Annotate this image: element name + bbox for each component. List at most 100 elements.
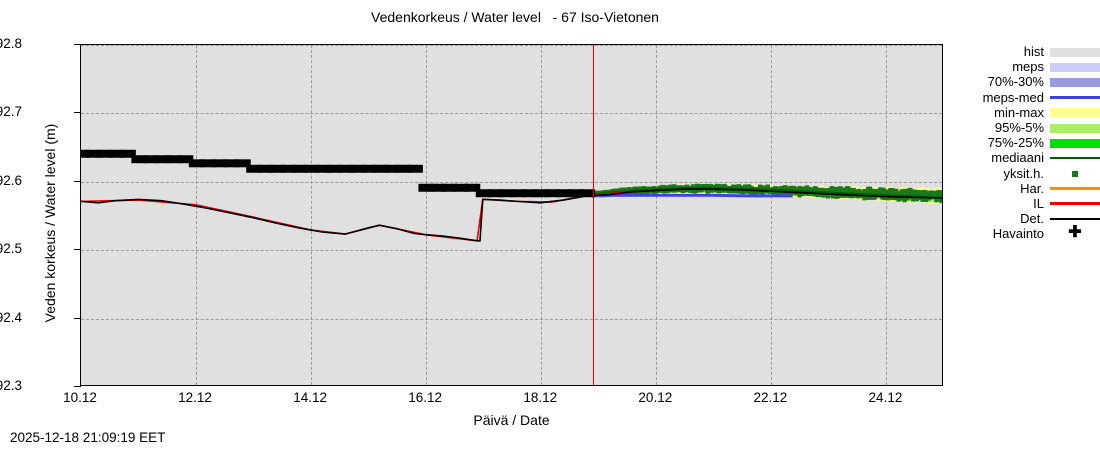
legend-label: mediaani [991,150,1044,166]
x-tick-label: 24.12 [868,390,903,405]
legend-swatch-band [1050,61,1100,73]
grid-line-vertical [541,45,543,385]
legend-label: meps-med [982,89,1044,105]
y-tick-mark [74,249,81,251]
ensemble-member-marker [695,183,700,189]
ensemble-member-marker [627,187,632,192]
legend-item[interactable]: 95%-5% [950,120,1100,135]
ensemble-member-marker [908,189,913,195]
ensemble-member-marker [882,189,887,195]
ensemble-member-marker [659,185,665,190]
ensemble-member-marker [896,191,901,197]
y-tick-label: 92.5 [0,241,22,257]
legend-swatch-band [1050,137,1100,149]
legend-swatch-line [1050,182,1100,194]
ensemble-member-marker [887,190,892,195]
ensemble-member-marker [829,189,835,194]
ensemble-member-marker [754,190,760,195]
grid-line-horizontal [81,318,942,320]
grid-line-vertical [311,45,313,385]
ensemble-member-marker [933,192,938,197]
ensemble-member-marker [734,188,740,194]
ensemble-member-marker [634,186,640,192]
legend-item[interactable]: 75%-25% [950,135,1100,150]
ensemble-member-marker [939,192,942,197]
ensemble-member-marker [833,186,839,192]
legend-label: hist [1023,44,1044,60]
y-axis-label: Veden korkeus / Water level (m) [42,123,58,323]
ensemble-member-marker [834,194,839,199]
ensemble-member-marker [880,195,885,200]
chart-title: Vedenkorkeus / Water level - 67 Iso-Viet… [371,9,659,25]
legend-item[interactable]: meps-med [950,90,1100,105]
legend-swatch-band [1050,106,1100,118]
legend-marker [1072,171,1078,178]
ensemble-member-marker [623,187,629,192]
legend-swatch-square [1050,167,1100,179]
line-meps-med [591,193,793,198]
y-tick-label: 92.3 [0,378,22,393]
legend-swatch-line [1050,197,1100,209]
ensemble-member-marker [777,186,782,191]
legend-swatch-band [1050,76,1100,88]
y-tick-mark [74,180,81,182]
ensemble-member-marker [758,184,763,189]
legend-item[interactable]: IL [950,196,1100,211]
legend-item[interactable]: Har. [950,181,1100,196]
ensemble-member-marker [786,186,792,191]
legend-item[interactable]: yksit.h. [950,166,1100,181]
x-axis-label: Päivä / Date [473,412,550,428]
grid-line-vertical [886,45,888,385]
legend-swatch-line [1050,213,1100,225]
ensemble-member-marker [641,186,647,191]
legend-swatch-line [1050,152,1100,164]
observation-markers [81,149,596,198]
legend-swatch-line [1050,91,1100,103]
ensemble-member-marker [869,190,874,195]
grid-line-horizontal [81,45,942,46]
legend-marker [1050,217,1100,221]
legend-marker [1050,123,1100,133]
legend-swatch-band [1050,122,1100,134]
ensemble-member-marker [921,190,926,195]
ensemble-member-marker [939,198,942,204]
x-tick-label: 18.12 [523,390,558,405]
grid-line-horizontal [81,181,942,183]
legend-item[interactable]: min-max [950,105,1100,120]
y-tick-label: 92.8 [0,36,22,51]
y-tick-mark [74,317,81,319]
legend-marker [1050,77,1100,87]
legend-item[interactable]: hist [950,44,1100,59]
ensemble-member-marker [919,192,924,198]
y-tick-mark [74,386,81,387]
x-tick-label: 14.12 [293,390,328,405]
legend-item[interactable]: Havainto ✚ [950,224,1100,242]
legend-marker [1050,138,1100,148]
line-IL [81,189,656,242]
ensemble-member-marker [884,189,890,195]
ensemble-member-marker [913,189,918,195]
ensemble-member-marker [698,184,704,189]
legend-label: Har. [1020,180,1044,196]
legend-marker [1050,202,1100,205]
y-tick-mark [74,44,81,45]
legend-label: yksit.h. [1003,165,1044,181]
legend-item[interactable]: Det. [950,211,1100,226]
plot-area [80,44,943,386]
ensemble-member-marker [825,188,831,193]
ensemble-member-marker [806,186,812,192]
data-series-layer [81,149,942,242]
ensemble-member-marker [836,187,841,193]
ensemble-member-marker [760,185,766,190]
legend-item[interactable]: mediaani [950,150,1100,165]
ensemble-member-marker [865,195,871,200]
legend-marker [1050,108,1100,118]
legend-item[interactable]: 70%-30% [950,74,1100,89]
timestamp: 2025-12-18 21:09:19 EET [10,430,166,445]
legend-item[interactable]: meps [950,59,1100,74]
legend-marker [1050,96,1100,99]
legend-label: Havainto [992,226,1044,242]
ensemble-member-marker [855,189,860,194]
ensemble-member-marker [718,184,724,189]
